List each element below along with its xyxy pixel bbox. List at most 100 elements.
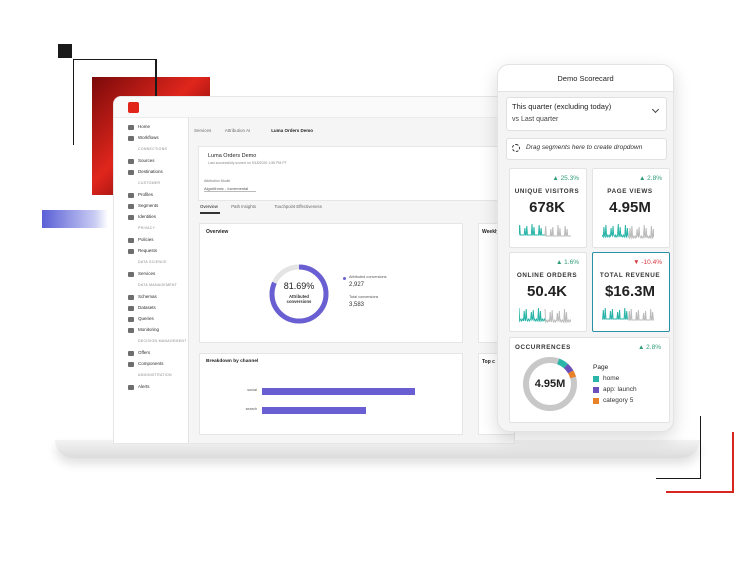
- decor-square: [58, 44, 72, 58]
- top-bar: [114, 97, 514, 118]
- nav-item: [128, 215, 134, 220]
- occ-segment: [523, 357, 577, 411]
- nav-item[interactable]: Schemas: [138, 294, 157, 299]
- phone: Demo Scorecard This quarter (excluding to…: [497, 64, 674, 432]
- nav-item[interactable]: Offers: [138, 350, 151, 355]
- tab[interactable]: Path Insights: [231, 204, 257, 209]
- legend-swatch: [593, 376, 599, 382]
- metric-value: $16.3M: [604, 283, 656, 300]
- sparkline: [519, 307, 571, 324]
- nav-item[interactable]: Datasets: [138, 305, 156, 310]
- drag-hint: Drag segments here to create dropdown: [526, 144, 643, 151]
- app-logo: [128, 102, 139, 113]
- occurrences-panel: [509, 337, 670, 423]
- donut-value: 81.69%: [283, 281, 315, 291]
- spark-current: [519, 307, 546, 323]
- breadcrumb[interactable]: Luma Orders Demo: [271, 128, 313, 133]
- legend-swatch: [593, 398, 599, 404]
- dropdown[interactable]: Algorithmic - Incremental: [204, 186, 257, 192]
- metric-label: TOTAL REVENUE: [599, 272, 661, 279]
- nav-item: [128, 238, 134, 243]
- metric-value: 678K: [529, 199, 565, 216]
- nav-item[interactable]: Segments: [138, 203, 159, 208]
- nav-item[interactable]: Sources: [138, 158, 155, 163]
- occ-value: 4.95M: [534, 378, 566, 390]
- card-title: Weekly: [482, 229, 500, 235]
- metric-change: ▲ 1.6%: [555, 259, 579, 266]
- spark-current: [519, 223, 545, 236]
- nav-item[interactable]: Workflows: [138, 135, 159, 140]
- nav-item[interactable]: Identities: [138, 214, 157, 219]
- phone-title: Demo Scorecard: [557, 74, 614, 83]
- sidebar: [122, 118, 189, 443]
- spark-previous: [627, 224, 654, 240]
- metric-label: ONLINE ORDERS: [516, 272, 578, 279]
- tab[interactable]: Overview: [200, 204, 218, 209]
- nav-item[interactable]: Queries: [138, 316, 154, 321]
- decor-bar: [42, 210, 108, 228]
- nav-item[interactable]: Alerts: [138, 384, 150, 389]
- donut-caption: Attributed conversions: [286, 294, 312, 304]
- nav-item[interactable]: Profiles: [138, 192, 154, 197]
- legend-label: Attributed conversions: [349, 275, 387, 279]
- nav-item: [128, 317, 134, 322]
- nav-item[interactable]: Destinations: [138, 169, 163, 174]
- occ-change: ▲ 2.8%: [637, 344, 661, 351]
- nav-item: [128, 362, 134, 367]
- channel-label: search: [245, 407, 257, 411]
- nav-item[interactable]: Home: [138, 124, 151, 129]
- nav-item: [128, 249, 134, 254]
- sparkline: [519, 223, 571, 237]
- laptop-base: [55, 440, 700, 458]
- legend-value: 2,927: [349, 282, 365, 288]
- tab-underline: [200, 212, 220, 214]
- nav-item: [128, 272, 134, 277]
- phone-header: [498, 65, 673, 92]
- metric-tile[interactable]: [509, 252, 587, 332]
- nav-item: [128, 351, 134, 356]
- sparkline: [602, 223, 654, 240]
- nav-item[interactable]: Policies: [138, 237, 154, 242]
- nav-section: DATA MANAGEMENT: [138, 283, 178, 287]
- breadcrumb[interactable]: Attribution AI: [224, 128, 251, 133]
- segment-icon: [512, 144, 520, 152]
- nav-item: [128, 328, 134, 333]
- nav-section: CUSTOMER: [138, 181, 161, 185]
- metric-value: 50.4K: [526, 283, 568, 300]
- breadcrumb[interactable]: Services: [194, 128, 212, 133]
- nav-item: [128, 306, 134, 311]
- nav-item: [128, 204, 134, 209]
- legend-value: 3,583: [349, 302, 365, 308]
- nav-section: PRIVACY: [138, 226, 156, 230]
- metric-label: UNIQUE VISITORS: [514, 188, 580, 195]
- nav-item: [128, 136, 134, 141]
- period: This quarter (excluding today): [512, 102, 612, 111]
- card-subtitle: Last successfully scored on 9/18/2020 1:…: [208, 161, 287, 165]
- overview-card: [199, 223, 463, 343]
- nav-item: [128, 125, 134, 130]
- nav-section: DATA SCIENCE: [138, 260, 167, 264]
- channel-bar: [262, 388, 415, 395]
- nav-item: [128, 159, 134, 164]
- decor-frame: [73, 59, 157, 145]
- spark-previous: [544, 224, 571, 237]
- nav-item[interactable]: Requests: [138, 248, 158, 253]
- compare: vs Last quarter: [512, 116, 559, 123]
- nav-item[interactable]: Components: [138, 361, 164, 366]
- legend-dot: [343, 277, 346, 280]
- period-dropdown[interactable]: [506, 97, 667, 131]
- laptop-screen: Home Workflows CONNECTIONS Sources Destinati…: [113, 96, 515, 444]
- nav-section: CONNECTIONS: [138, 147, 168, 151]
- occ-track: [523, 357, 577, 411]
- metric-change: ▼ -10.4%: [633, 259, 662, 266]
- tab[interactable]: Touchpoint Effectiveness: [274, 204, 322, 209]
- metric-label: PAGE VIEWS: [607, 188, 653, 195]
- legend-label: category 5: [603, 397, 634, 404]
- nav-item[interactable]: Services: [138, 271, 156, 276]
- nav-item[interactable]: Monitoring: [138, 327, 160, 332]
- spark-previous: [628, 308, 654, 321]
- metric-change: ▲ 2.8%: [638, 175, 662, 182]
- metric-change: ▲ 25.3%: [552, 175, 579, 182]
- channel-bar: [262, 407, 366, 414]
